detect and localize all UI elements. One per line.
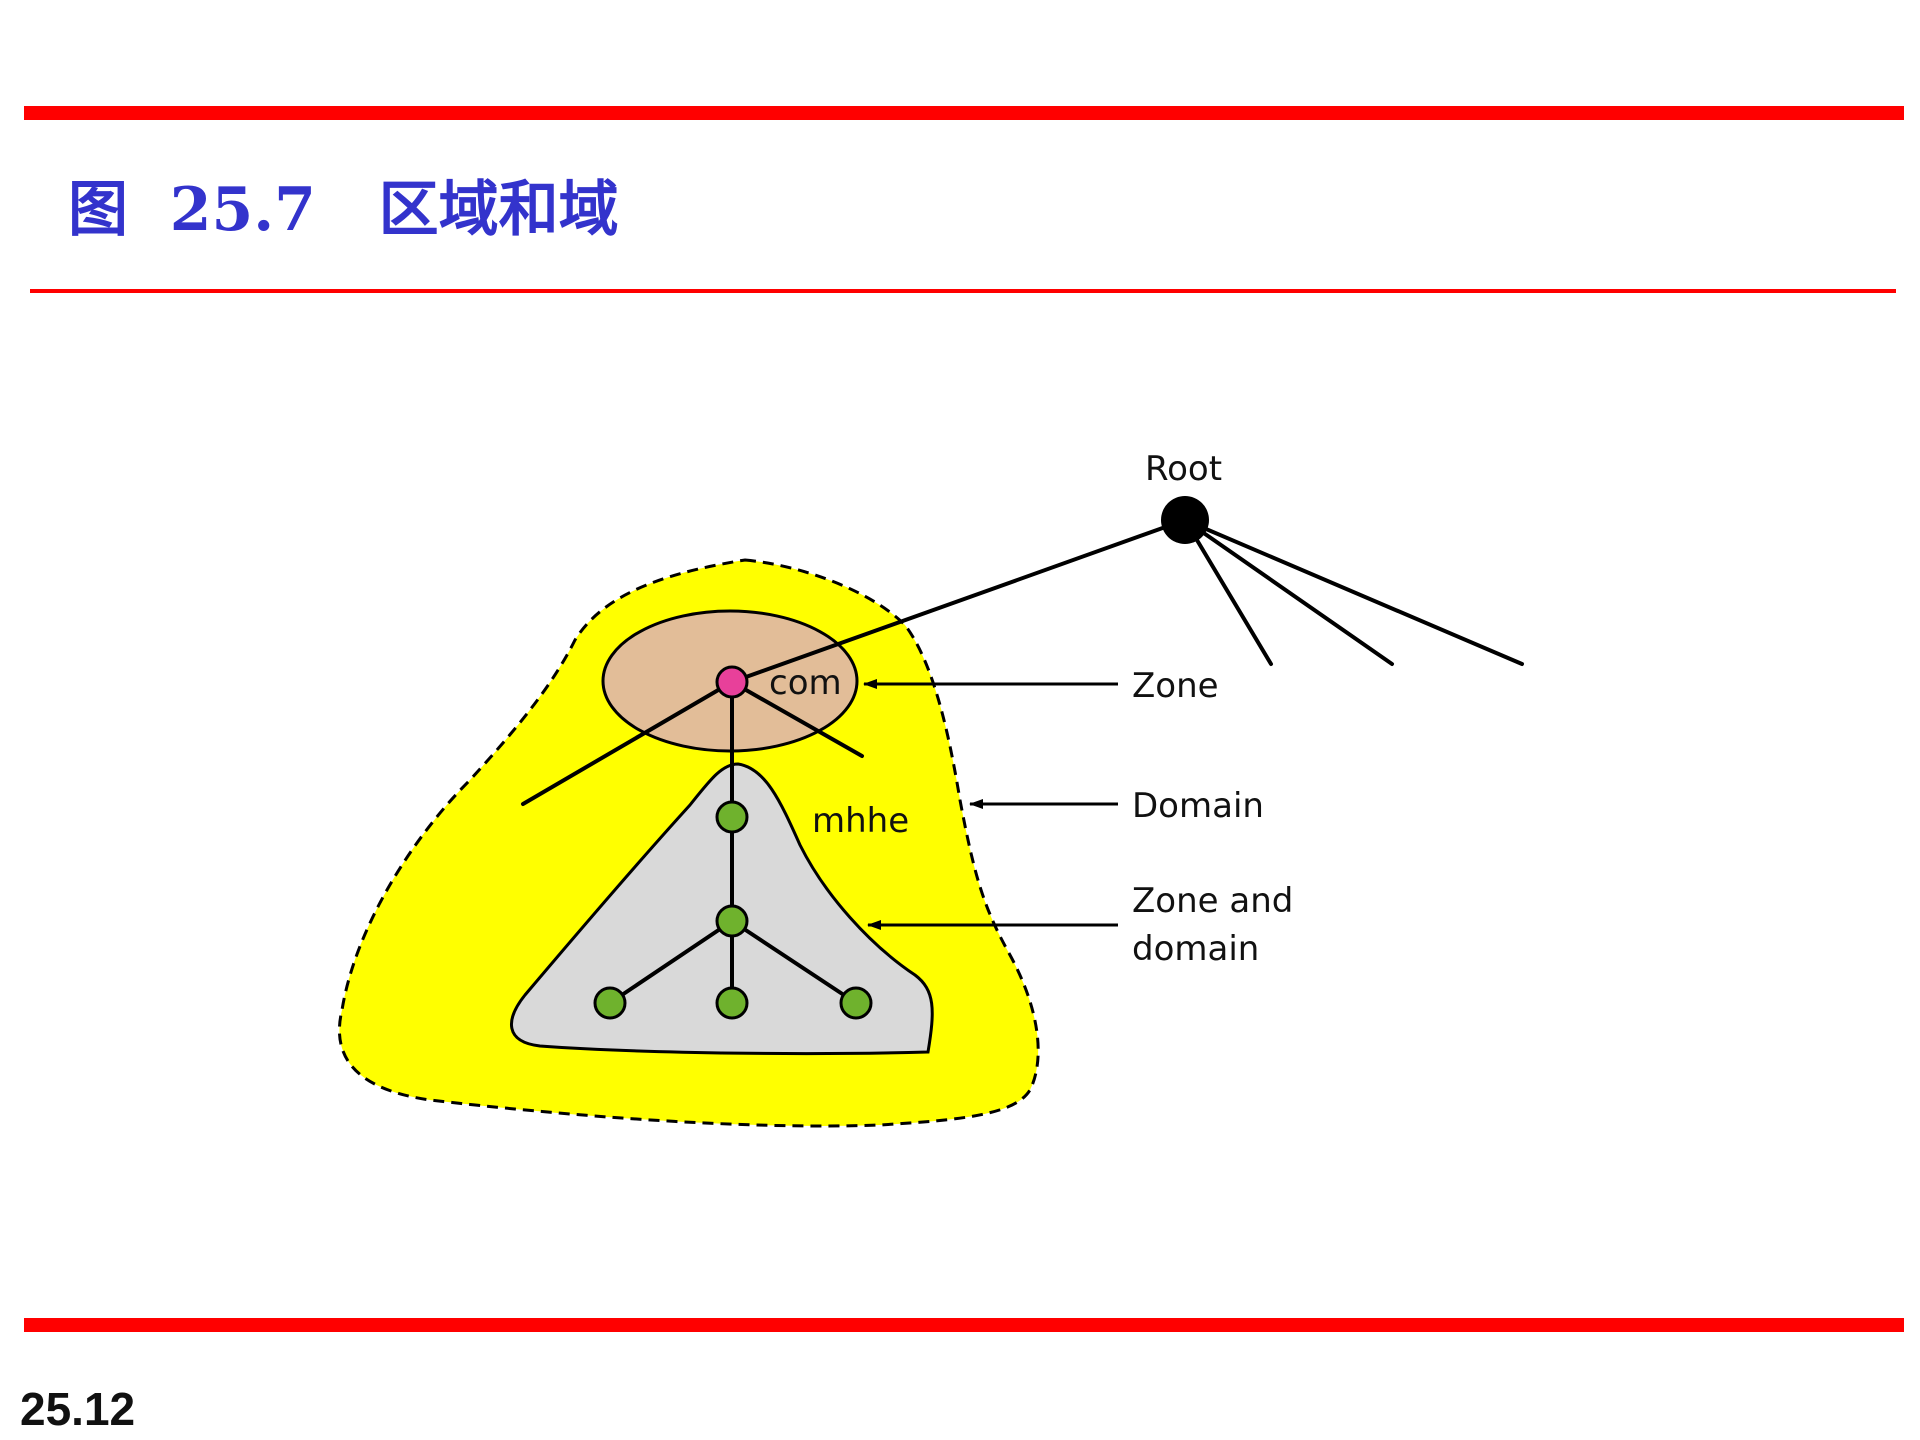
zone-callout-label: Zone [1132,666,1219,706]
com-label: com [769,663,842,703]
bottom-red-rule [24,1318,1904,1332]
leaf-node-right [839,986,873,1020]
edge-root-branch-3 [1183,518,1524,666]
tree-edges [521,518,1524,1005]
leaf-node-left [593,986,627,1020]
edge-root-branch-1 [1183,518,1273,666]
com-node [715,665,749,699]
page-number: 25.12 [20,1383,136,1435]
zone-and-domain-callout-label-line1: Zone and [1132,881,1293,921]
zone-and-domain-callout-label-line2: domain [1132,929,1259,969]
edge-child-leaf-right [730,919,858,1005]
edge-root-com [730,518,1187,684]
mhhe-child-node [715,904,749,938]
edge-com-right [730,680,864,758]
root-node [1161,496,1209,544]
leaf-node-middle [715,986,749,1020]
edge-root-branch-2 [1183,518,1394,666]
edge-com-left [521,680,734,806]
mhhe-label: mhhe [812,801,909,841]
title-underline-rule [30,289,1896,293]
edge-child-leaf-left [608,919,734,1005]
mhhe-node [715,800,749,834]
slide-title: 图 25.7 区域和域 [68,175,619,245]
top-red-rule [24,106,1904,120]
callout-arrows [863,679,1118,930]
root-label: Root [1145,449,1222,489]
domain-callout-label: Domain [1132,786,1264,826]
